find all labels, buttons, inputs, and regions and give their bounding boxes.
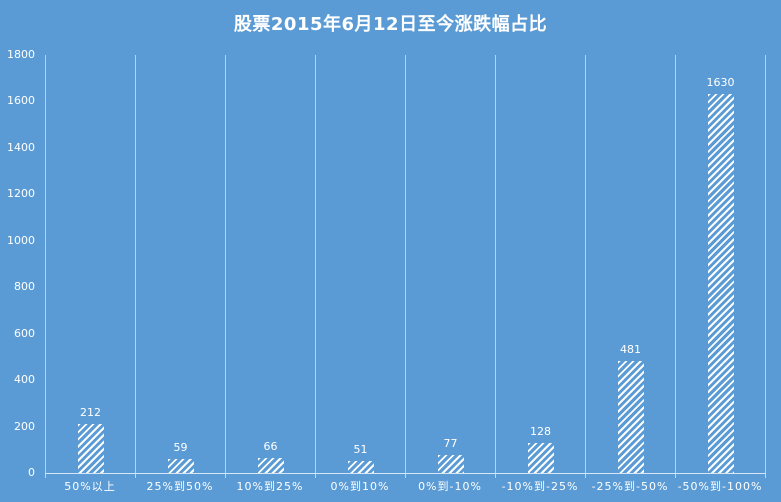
x-axis-tick (45, 474, 46, 478)
category-cell: 481 (586, 55, 676, 473)
x-axis-tick (675, 474, 676, 478)
y-axis-label: 600 (14, 326, 35, 340)
bar-value-label: 481 (620, 343, 641, 357)
category-cell: 66 (226, 55, 316, 473)
bar-value-label: 51 (353, 443, 368, 457)
bar (437, 455, 464, 473)
y-axis-label: 1000 (7, 233, 35, 247)
chart-title: 股票2015年6月12日至今涨跌幅占比 (233, 14, 548, 35)
bar-value-label: 128 (530, 425, 551, 439)
bar-value-label: 212 (80, 405, 101, 419)
x-axis-tick (585, 474, 586, 478)
x-axis-label: 25%到50% (146, 480, 214, 493)
bar-value-label: 1630 (706, 76, 735, 90)
category-cell: 212 (46, 55, 136, 473)
x-axis: 50%以上 25%到50% 10%到25% 0%到10% 0%到-10% -10%到-25… (45, 478, 765, 494)
x-axis-tick (315, 474, 316, 478)
bar (617, 361, 644, 473)
bar (527, 443, 554, 473)
category-cell: 51 (316, 55, 406, 473)
x-axis-label: -10%到-25% (501, 480, 579, 493)
x-axis-tick (405, 474, 406, 478)
plot-area: 212 59 66 51 77 128 481 1630 (45, 55, 766, 474)
x-axis-tick (225, 474, 226, 478)
category-cell: 77 (406, 55, 496, 473)
bar-value-label: 66 (263, 439, 278, 453)
bar-value-label: 77 (443, 437, 458, 451)
x-axis-label: 50%以上 (64, 480, 116, 493)
x-axis-label: 10%到25% (236, 480, 304, 493)
x-axis-label: 0%到10% (330, 480, 390, 493)
x-axis-tick (765, 474, 766, 478)
bar (257, 457, 284, 473)
y-axis: 0 200 400 600 800 1000 1200 1400 1600 1800 (0, 48, 38, 479)
y-axis-label: 1400 (7, 140, 35, 154)
x-axis-label: 0%到-10% (418, 480, 482, 493)
x-axis-label: -50%到-100% (677, 480, 763, 493)
y-axis-label: 0 (28, 466, 35, 479)
bar (167, 459, 194, 473)
x-axis-tick (135, 474, 136, 478)
y-axis-label: 800 (14, 280, 35, 294)
category-cell: 1630 (676, 55, 766, 473)
bar (77, 423, 104, 473)
x-axis-label: -25%到-50% (591, 480, 669, 493)
x-axis-tick (495, 474, 496, 478)
category-cell: 59 (136, 55, 226, 473)
y-axis-label: 1600 (7, 94, 35, 108)
y-axis-label: 400 (14, 373, 35, 387)
bar (707, 94, 734, 473)
category-cell: 128 (496, 55, 586, 473)
y-axis-label: 200 (14, 419, 35, 433)
y-axis-label: 1200 (7, 187, 35, 201)
bar (347, 461, 374, 473)
bar-value-label: 59 (173, 441, 188, 455)
y-axis-label: 1800 (7, 48, 35, 61)
